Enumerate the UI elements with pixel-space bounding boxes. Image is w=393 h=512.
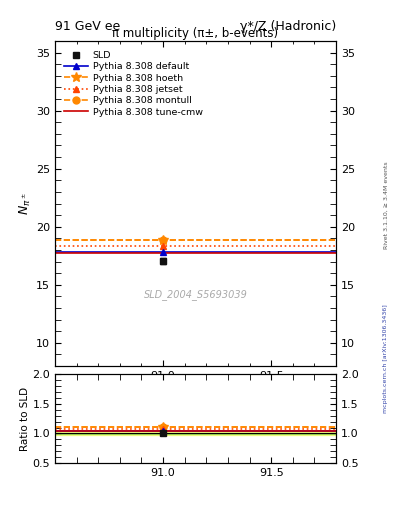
Text: 91 GeV ee: 91 GeV ee <box>55 20 120 33</box>
Text: mcplots.cern.ch [arXiv:1306.3436]: mcplots.cern.ch [arXiv:1306.3436] <box>384 304 388 413</box>
Text: γ*/Z (Hadronic): γ*/Z (Hadronic) <box>240 20 336 33</box>
Text: Rivet 3.1.10, ≥ 3.4M events: Rivet 3.1.10, ≥ 3.4M events <box>384 161 388 249</box>
Text: SLD_2004_S5693039: SLD_2004_S5693039 <box>143 289 248 300</box>
Y-axis label: $N_{\pi^\pm}$: $N_{\pi^\pm}$ <box>18 192 33 215</box>
Bar <box>55 433 336 434</box>
Title: π multiplicity (π±, b-events): π multiplicity (π±, b-events) <box>112 27 279 40</box>
Bar <box>55 432 336 435</box>
Y-axis label: Ratio to SLD: Ratio to SLD <box>20 387 29 451</box>
Legend: SLD, Pythia 8.308 default, Pythia 8.308 hoeth, Pythia 8.308 jetset, Pythia 8.308: SLD, Pythia 8.308 default, Pythia 8.308 … <box>62 49 205 118</box>
